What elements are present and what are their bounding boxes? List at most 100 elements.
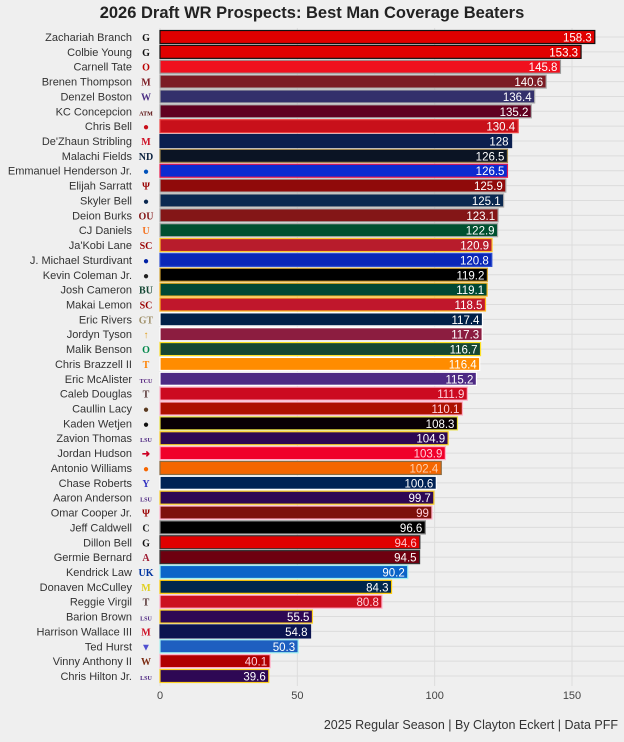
louisville-logo-icon: ● [143,122,149,133]
bar [159,550,421,565]
bar [159,163,509,178]
data-label: 54.8 [285,627,307,639]
data-label: 80.8 [357,597,379,609]
data-label: 120.8 [460,255,489,267]
data-label: 135.2 [500,107,529,119]
ole-miss-logo-icon: M [141,627,151,638]
bar [159,460,442,476]
bar [159,267,489,282]
usc-logo-icon: SC [140,300,153,311]
chart-caption: 2025 Regular Season | By Clayton Eckert … [323,718,618,732]
data-label: 40.1 [245,657,267,669]
category-label: J. Michael Sturdivant [30,255,132,267]
category-label: Kaden Wetjen [63,418,132,430]
data-label: 158.3 [563,33,592,45]
data-label: 99.7 [408,493,430,505]
category-label: Reggie Virgil [70,597,132,609]
data-label: 116.7 [450,345,478,357]
data-label: 110.1 [431,404,459,416]
category-label: Elijah Sarratt [69,181,132,193]
category-label: Brenen Thompson [42,77,132,89]
kansas-logo-icon: ● [143,167,149,178]
category-label: Antonio Williams [51,463,133,475]
data-label: 111.9 [437,389,464,401]
bar [159,401,464,416]
category-label: Malachi Fields [62,151,133,163]
ole-miss-logo-icon: M [141,137,151,148]
data-label: 130.4 [486,122,515,134]
category-label: Skyler Bell [80,195,132,207]
bar [159,89,536,104]
category-label: Chase Roberts [59,478,133,490]
category-label: Caleb Douglas [60,389,133,401]
category-label: De'Zhaun Stribling [42,136,132,148]
category-label: Carnell Tate [74,62,133,74]
category-label: KC Concepcion [56,106,132,118]
data-label: 122.9 [466,226,495,238]
bar [159,148,509,163]
indiana-logo-icon: Ψ [142,182,150,193]
bar [159,579,393,594]
bar [159,609,314,624]
data-label: 125.9 [474,181,503,193]
category-label: Barion Brown [66,612,132,624]
wisconsin-logo-icon: W [141,657,151,668]
bar [159,312,484,327]
category-label: Josh Cameron [60,285,132,297]
category-label: Ted Hurst [85,641,132,653]
michigan-logo-icon: M [141,583,151,594]
data-label: 115.2 [445,374,473,386]
category-label: Kendrick Law [66,567,132,579]
category-label: Chris Brazzell II [55,359,132,371]
bar [159,297,487,312]
bar [159,44,582,59]
florida-logo-icon: ● [143,256,149,267]
data-label: 96.6 [400,523,422,535]
data-label: 119.2 [456,270,484,282]
category-label: Jordan Hudson [57,448,132,460]
georgia-logo-icon: G [142,33,150,44]
data-label: 103.9 [414,449,443,461]
bar [159,282,488,297]
mississippi-state-logo-icon: M [141,78,151,89]
texas-tech-logo-icon: T [143,390,150,401]
alabama-logo-icon: A [142,553,150,564]
bar [159,445,446,461]
category-label: Donaven McCulley [40,582,133,594]
category-label: Zachariah Branch [45,32,132,44]
iowa-logo-icon: ● [143,419,149,430]
category-label: Jeff Caldwell [70,522,132,534]
data-label: 90.2 [382,567,404,579]
category-label: Vinny Anthony II [53,656,132,668]
category-label: Eric McAlister [65,374,133,386]
bar [159,178,507,193]
category-label: Germie Bernard [54,552,132,564]
category-label: Dillon Bell [83,537,132,549]
category-label: Chris Bell [85,121,132,133]
category-label: Harrison Wallace III [36,626,132,638]
cincinnati-logo-icon: C [142,523,149,534]
data-label: 136.4 [503,92,532,104]
notre-dame-logo-icon: ND [139,152,153,163]
bar [159,193,505,208]
bar [159,475,437,490]
bar [159,356,481,372]
data-label: 50.3 [273,642,295,654]
data-label: 102.4 [409,463,438,475]
data-label: 126.5 [476,151,505,163]
georgia-logo-icon: G [142,48,150,59]
lsu-logo-icon: LSU [140,438,152,444]
oregon-logo-icon: O [142,345,150,356]
indiana-logo-icon: Ψ [142,509,150,520]
data-label: 126.5 [476,166,505,178]
category-label: Emmanuel Henderson Jr. [8,166,132,178]
x-tick-label: 0 [157,690,163,702]
bar [159,341,482,357]
uconn-logo-icon: ● [143,196,149,207]
texas-tech-logo-icon: T [143,598,150,609]
bar [159,104,532,119]
category-label: Colbie Young [67,47,132,59]
data-label: 94.6 [394,538,416,550]
category-label: Deion Burks [72,210,132,222]
